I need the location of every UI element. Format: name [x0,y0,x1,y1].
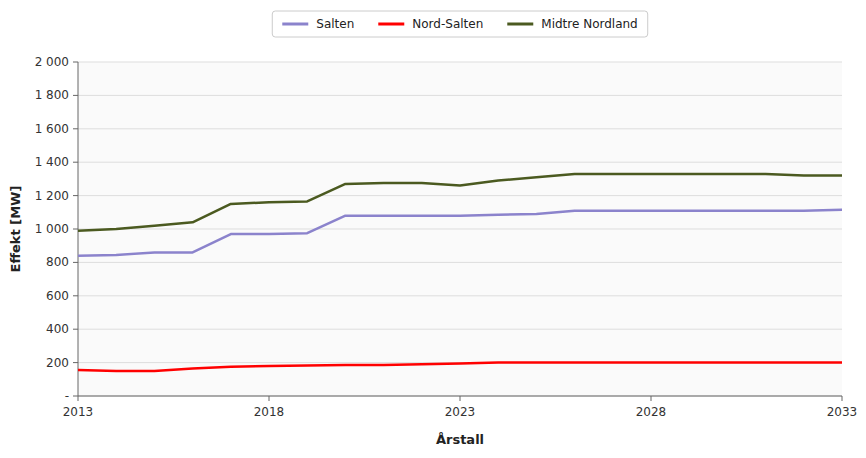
y-tick [73,95,78,96]
grid-line [78,162,842,163]
y-tick [73,396,78,397]
grid-line [78,396,842,397]
series-line [78,210,842,256]
legend-label: Salten [316,17,354,31]
grid-line [78,329,842,330]
legend-label: Nord-Salten [412,17,483,31]
y-tick [73,229,78,230]
y-tick-label: 1 000 [35,222,69,236]
grid [78,62,842,396]
grid-line [78,128,842,129]
y-tick [73,362,78,363]
x-tick-label: 2013 [63,405,94,419]
x-axis-line [78,396,842,397]
grid-line [78,229,842,230]
series-group [78,174,842,371]
x-tick [78,396,79,401]
y-tick [73,195,78,196]
y-axis-label: Effekt [MW] [8,186,23,273]
y-tick [73,329,78,330]
x-tick [651,396,652,401]
y-tick [73,128,78,129]
x-tick-label: 2018 [254,405,285,419]
y-tick-label: 2 000 [35,55,69,69]
grid-line [78,62,842,63]
y-axis-line [78,62,79,396]
y-tick-label: 1 800 [35,88,69,102]
x-tick-label: 2033 [827,405,858,419]
y-axis: - 200 400 600 800 1 000 1 200 1 400 1 600 1 800 2 … [35,55,78,403]
y-tick-label: 1 600 [35,122,69,136]
legend: Salten Nord-Salten Midtre Nordland [272,11,647,37]
plot-background [78,62,842,396]
chart-svg: - 200 400 600 800 1 000 1 200 1 400 1 600 1 800 2 … [0,0,866,458]
y-tick-label: 800 [46,255,69,269]
legend-item: Midtre Nordland [507,17,637,31]
x-tick [269,396,270,401]
x-axis: 2013 2018 2023 2028 2033 [63,396,858,419]
legend-swatch [378,23,404,26]
legend-item: Nord-Salten [378,17,483,31]
x-tick-label: 2028 [636,405,667,419]
y-tick-label: 600 [46,289,69,303]
legend-label: Midtre Nordland [541,17,637,31]
grid-line [78,262,842,263]
y-tick-label: 400 [46,322,69,336]
grid-line [78,295,842,296]
y-tick [73,62,78,63]
x-tick-label: 2023 [445,405,476,419]
series-line [78,174,842,231]
legend-box [272,11,647,37]
x-axis-label: Årstall [436,432,484,447]
y-tick-label: 1 200 [35,189,69,203]
x-tick [842,396,843,401]
chart-container: - 200 400 600 800 1 000 1 200 1 400 1 600 1 800 2 … [0,0,866,458]
grid-line [78,95,842,96]
y-tick [73,295,78,296]
x-tick [460,396,461,401]
y-tick-label: 1 400 [35,155,69,169]
series-line [78,363,842,371]
y-tick [73,262,78,263]
grid-line [78,195,842,196]
legend-swatch [507,23,533,26]
legend-item: Salten [282,17,354,31]
legend-swatch [282,23,308,26]
y-tick-label: 200 [46,356,69,370]
y-tick [73,162,78,163]
y-tick-label: - [65,389,69,403]
